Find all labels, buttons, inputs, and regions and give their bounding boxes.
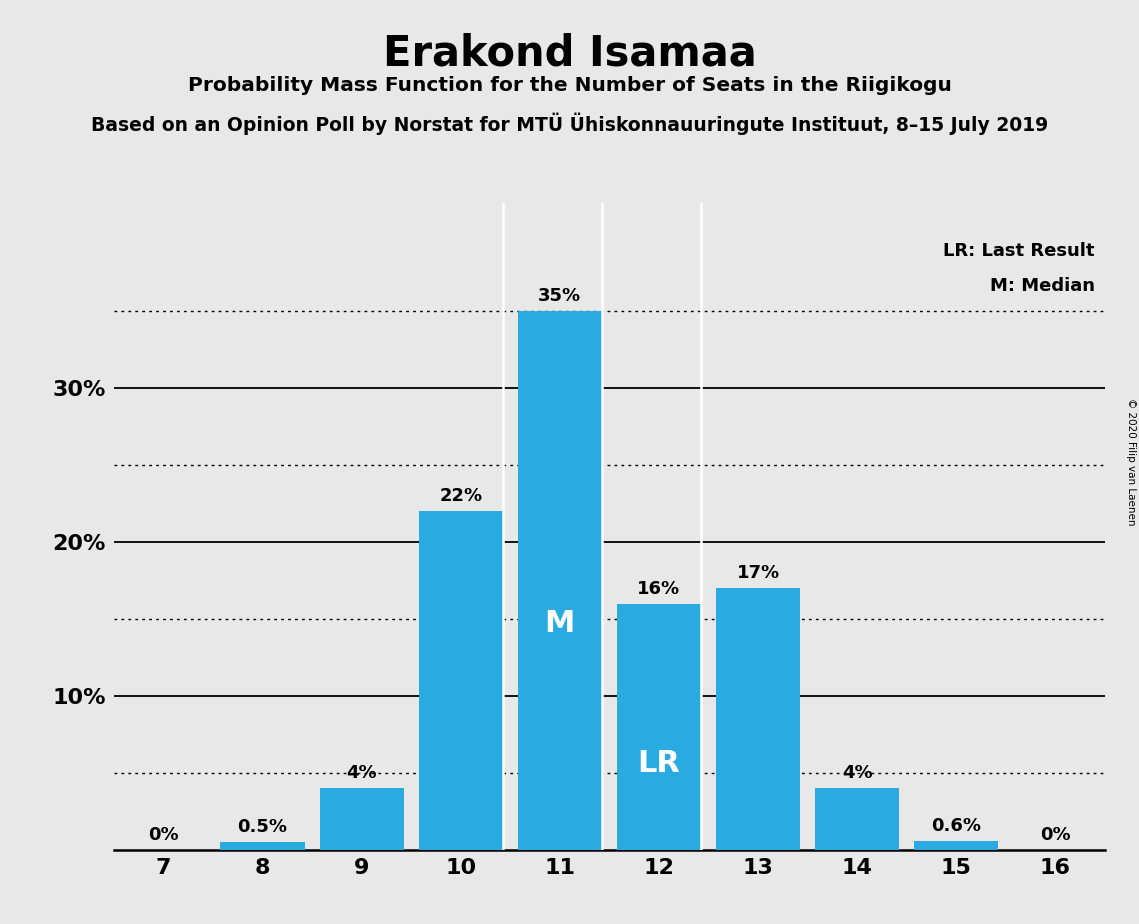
Text: © 2020 Filip van Laenen: © 2020 Filip van Laenen [1126, 398, 1136, 526]
Bar [419, 511, 502, 850]
Text: M: Median: M: Median [990, 277, 1095, 295]
Text: LR: Last Result: LR: Last Result [943, 242, 1095, 260]
Text: 0%: 0% [1040, 826, 1071, 844]
Bar [617, 603, 700, 850]
Bar [320, 788, 403, 850]
Text: LR: LR [638, 749, 680, 778]
Bar [518, 311, 601, 850]
Text: 16%: 16% [638, 579, 680, 598]
Bar [716, 589, 800, 850]
Text: Erakond Isamaa: Erakond Isamaa [383, 32, 756, 74]
Text: 4%: 4% [842, 764, 872, 783]
Bar [816, 788, 899, 850]
Text: 0%: 0% [148, 826, 179, 844]
Text: 4%: 4% [346, 764, 377, 783]
Text: 17%: 17% [737, 565, 779, 582]
Text: 35%: 35% [539, 287, 581, 305]
Text: Probability Mass Function for the Number of Seats in the Riigikogu: Probability Mass Function for the Number… [188, 76, 951, 95]
Text: 22%: 22% [440, 487, 482, 505]
Text: Based on an Opinion Poll by Norstat for MTÜ Ühiskonnauuringute Instituut, 8–15 J: Based on an Opinion Poll by Norstat for … [91, 113, 1048, 135]
Bar [221, 843, 304, 850]
Text: 0.5%: 0.5% [238, 819, 287, 836]
Text: 0.6%: 0.6% [932, 817, 981, 834]
Bar [915, 841, 998, 850]
Text: M: M [544, 609, 575, 638]
